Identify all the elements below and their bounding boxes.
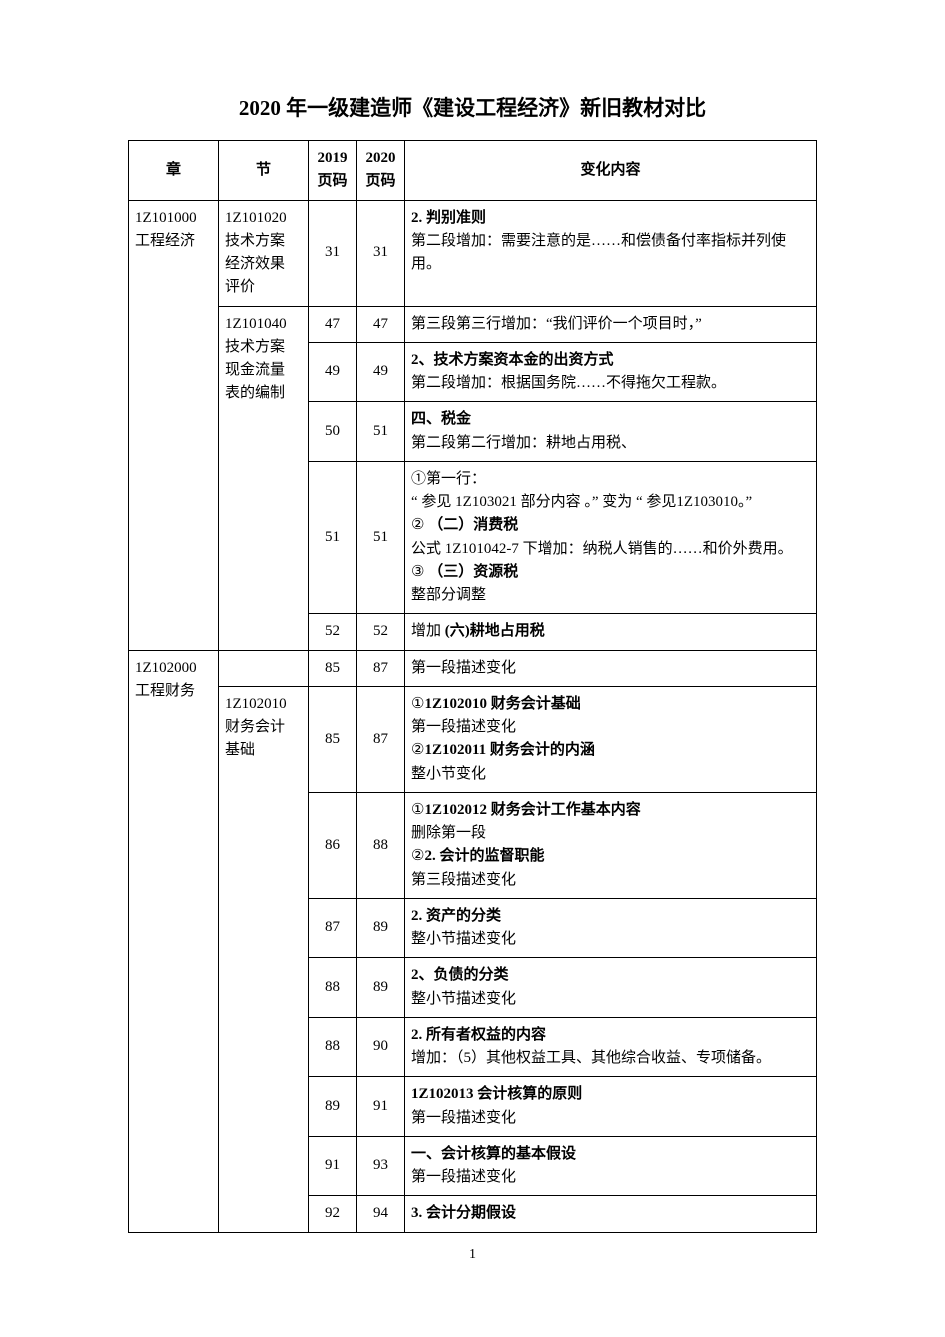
page-2020-cell: 47	[357, 306, 405, 342]
page-2020-cell: 89	[357, 898, 405, 958]
page-2019-cell: 52	[309, 614, 357, 650]
change-cell: 2. 判别准则第二段增加：需要注意的是……和偿债备付率指标并列使用。	[405, 200, 817, 306]
table-row: 1Z102000工程财务8587第一段描述变化	[129, 650, 817, 686]
page-2019-cell: 92	[309, 1196, 357, 1232]
page-2019-cell: 49	[309, 342, 357, 402]
change-cell: 一、会计核算的基本假设第一段描述变化	[405, 1136, 817, 1196]
page-2019-cell: 86	[309, 792, 357, 898]
page-2020-cell: 52	[357, 614, 405, 650]
change-cell: 增加 (六)耕地占用税	[405, 614, 817, 650]
page-2019-cell: 51	[309, 461, 357, 614]
section-cell	[219, 650, 309, 686]
page-2020-cell: 49	[357, 342, 405, 402]
table-row: 1Z101000工程经济1Z101020技术方案经济效果评价31312. 判别准…	[129, 200, 817, 306]
page-2020-cell: 51	[357, 402, 405, 462]
page-2019-cell: 47	[309, 306, 357, 342]
page-2019-cell: 50	[309, 402, 357, 462]
header-page-2020: 2020 页码	[357, 141, 405, 201]
table-row: 1Z101040技术方案现金流量表的编制4747第三段第三行增加：“我们评价一个…	[129, 306, 817, 342]
section-cell: 1Z101020技术方案经济效果评价	[219, 200, 309, 306]
header-section: 节	[219, 141, 309, 201]
page-2020-cell: 87	[357, 686, 405, 792]
page-2020-cell: 88	[357, 792, 405, 898]
table-row: 1Z102010财务会计基础8587①1Z102010 财务会计基础第一段描述变…	[129, 686, 817, 792]
change-cell: ①1Z102010 财务会计基础第一段描述变化②1Z102011 财务会计的内涵…	[405, 686, 817, 792]
page-2020-cell: 90	[357, 1017, 405, 1077]
section-cell: 1Z102010财务会计基础	[219, 686, 309, 1232]
page-2019-cell: 91	[309, 1136, 357, 1196]
page-number: 1	[0, 1247, 945, 1263]
change-cell: 第三段第三行增加：“我们评价一个项目时，”	[405, 306, 817, 342]
page-2019-cell: 88	[309, 1017, 357, 1077]
change-cell: ①第一行：“ 参见 1Z103021 部分内容 。” 变为 “ 参见1Z1030…	[405, 461, 817, 614]
change-cell: 2、负债的分类整小节描述变化	[405, 958, 817, 1018]
page-2019-cell: 87	[309, 898, 357, 958]
page-2019-cell: 31	[309, 200, 357, 306]
comparison-table: 章 节 2019 页码 2020 页码 变化内容 1Z101000工程经济1Z1…	[128, 140, 817, 1233]
page-2019-cell: 85	[309, 650, 357, 686]
header-change: 变化内容	[405, 141, 817, 201]
header-chapter: 章	[129, 141, 219, 201]
change-cell: 四、税金第二段第二行增加：耕地占用税、	[405, 402, 817, 462]
page-2019-cell: 89	[309, 1077, 357, 1137]
change-cell: 第一段描述变化	[405, 650, 817, 686]
page-2019-cell: 85	[309, 686, 357, 792]
table-body: 1Z101000工程经济1Z101020技术方案经济效果评价31312. 判别准…	[129, 200, 817, 1232]
change-cell: 2. 所有者权益的内容增加：（5）其他权益工具、其他综合收益、专项储备。	[405, 1017, 817, 1077]
change-cell: 2、技术方案资本金的出资方式第二段增加：根据国务院……不得拖欠工程款。	[405, 342, 817, 402]
section-cell: 1Z101040技术方案现金流量表的编制	[219, 306, 309, 650]
page-2020-cell: 89	[357, 958, 405, 1018]
chapter-cell: 1Z101000工程经济	[129, 200, 219, 650]
page-2019-cell: 88	[309, 958, 357, 1018]
change-cell: ①1Z102012 财务会计工作基本内容删除第一段②2. 会计的监督职能第三段描…	[405, 792, 817, 898]
chapter-cell: 1Z102000工程财务	[129, 650, 219, 1232]
change-cell: 3. 会计分期假设	[405, 1196, 817, 1232]
page-2020-cell: 87	[357, 650, 405, 686]
change-cell: 1Z102013 会计核算的原则第一段描述变化	[405, 1077, 817, 1137]
header-page-2019: 2019 页码	[309, 141, 357, 201]
table-header-row: 章 节 2019 页码 2020 页码 变化内容	[129, 141, 817, 201]
page-2020-cell: 94	[357, 1196, 405, 1232]
page-2020-cell: 51	[357, 461, 405, 614]
page-2020-cell: 31	[357, 200, 405, 306]
page-title: 2020 年一级建造师《建设工程经济》新旧教材对比	[0, 92, 945, 122]
page-2020-cell: 93	[357, 1136, 405, 1196]
change-cell: 2. 资产的分类整小节描述变化	[405, 898, 817, 958]
page-2020-cell: 91	[357, 1077, 405, 1137]
